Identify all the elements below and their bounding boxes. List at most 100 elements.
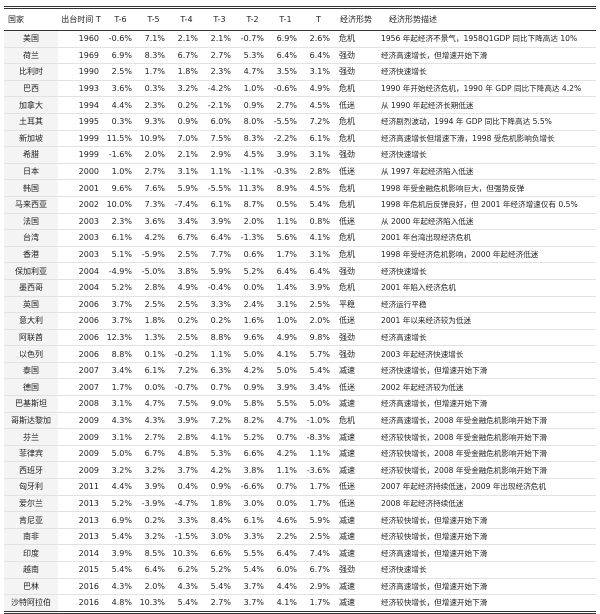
table-cell: 5.0% <box>269 362 302 380</box>
table-cell: 2.0% <box>137 578 170 596</box>
table-cell: 6.3% <box>203 362 236 380</box>
table-cell: 2006 <box>58 345 104 363</box>
table-cell: 4.3% <box>137 412 170 430</box>
table-row: 意大利 2006 3.7% 1.8% 0.2% 0.2% 1.6% 1.0% 2.0% 低迷 200… <box>4 312 596 330</box>
table-cell: 经济高速增长但增速下滑，1998 受危机影响负增长 <box>377 130 596 148</box>
table-cell: 减速 <box>335 544 377 562</box>
table-cell: 3.7% <box>236 594 269 613</box>
table-cell: 6.1% <box>104 229 137 247</box>
table-cell: 5.9% <box>302 511 335 529</box>
table-row: 土耳其 1995 0.3% 9.3% 0.9% 6.0% 8.0% -5.5% 7.2% 危机 经济… <box>4 113 596 131</box>
table-cell: 2.3% <box>137 96 170 114</box>
table-cell: 强劲 <box>335 63 377 81</box>
table-cell: 2.8% <box>302 163 335 181</box>
table-cell: 2003 <box>58 246 104 264</box>
header-cell: T-1 <box>279 15 292 24</box>
table-cell: -5.5% <box>269 113 302 131</box>
table-row: 台湾 2003 6.1% 4.2% 6.7% 6.4% -1.3% 5.6% 4.1% 危机 200… <box>4 229 596 247</box>
table-cell: -4.9% <box>104 262 137 280</box>
table-cell: 3.4% <box>104 362 137 380</box>
table-cell: 2009 <box>58 412 104 430</box>
table-cell: 2.8% <box>170 428 203 446</box>
table-row: 韩国 2001 9.6% 7.6% 5.9% -5.5% 11.3% 8.9% 4.5% 危机 19… <box>4 179 596 197</box>
table-cell: 2001 年以来经济较为低迷 <box>377 312 596 330</box>
table-body: 美国 1960 -0.6% 7.1% 2.1% 2.1% -0.7% 6.9% 2.6% 危机 19… <box>4 30 596 613</box>
table-cell: 2006 <box>58 296 104 314</box>
table-cell: 2.9% <box>302 578 335 596</box>
table-cell: 7.2% <box>203 412 236 430</box>
table-cell: 5.4% <box>236 561 269 579</box>
table-cell: 4.2% <box>236 362 269 380</box>
table-cell: 2.5% <box>302 296 335 314</box>
table-cell: 5.3% <box>203 445 236 463</box>
table-row: 马来西亚 2002 10.0% 7.3% -7.4% 6.1% 8.7% 0.5% 5.4% 危机… <box>4 196 596 214</box>
table-row: 希腊 1999 -1.6% 2.0% 2.1% 2.9% 4.5% 3.9% 3.1% 强劲 经济快… <box>4 146 596 164</box>
table-cell: 3.6% <box>104 80 137 98</box>
table-cell: 1956 年起经济不景气，1958Q1GDP 同比下降高达 10% <box>377 30 596 48</box>
country-cell: 印度 <box>4 544 58 562</box>
table-cell: 危机 <box>335 80 377 98</box>
table-cell: 经济快速增长 <box>377 262 596 280</box>
table-cell: 2.7% <box>269 96 302 114</box>
table-cell: 4.8% <box>170 445 203 463</box>
table-cell: 5.7% <box>302 345 335 363</box>
table-row: 荷兰 1969 6.9% 8.3% 6.7% 2.7% 5.3% 6.4% 6.4% 强劲 经济高速… <box>4 47 596 65</box>
country-cell: 法国 <box>4 213 58 231</box>
table-cell: 危机 <box>335 246 377 264</box>
country-cell: 意大利 <box>4 312 58 330</box>
table-cell: 4.2% <box>203 461 236 480</box>
table-cell: 1995 <box>58 113 104 131</box>
header-row: 国家 出台时间 T T-6 T-5 T-4 T-3 T-2 T-1 T 经济形势 经济形势描述 <box>4 7 596 31</box>
table-cell: 8.8% <box>203 329 236 347</box>
table-cell: 3.1% <box>302 146 335 164</box>
table-cell: 2008 <box>58 395 104 413</box>
table-cell: 2003 年起经济快速增长 <box>377 345 596 363</box>
table-cell: 2.2% <box>269 528 302 546</box>
table-cell: 1.7% <box>302 495 335 513</box>
table-cell: 2013 <box>58 511 104 529</box>
table-cell: 2009 <box>58 428 104 446</box>
table-cell: 2.8% <box>137 279 170 297</box>
table-cell: -5.5% <box>203 179 236 197</box>
table-cell: 7.2% <box>170 362 203 380</box>
table-cell: -6.6% <box>236 478 269 496</box>
table-cell: 6.4% <box>302 262 335 280</box>
table-row: 菲律宾 2009 5.0% 6.7% 4.8% 5.3% 6.6% 4.2% 1.1% 减速 经济较… <box>4 445 596 463</box>
table-cell: 2.5% <box>104 63 137 81</box>
country-cell: 越南 <box>4 561 58 579</box>
table-cell: 5.6% <box>269 229 302 247</box>
table-row: 哥斯达黎加 2009 4.3% 4.3% 3.9% 7.2% 8.2% 4.7% -1.0% 危机… <box>4 412 596 430</box>
table-cell: 2003 <box>58 229 104 247</box>
table-cell: 2009 <box>58 445 104 463</box>
table-cell: 2003 <box>58 213 104 231</box>
table-row: 英国 2006 3.7% 2.5% 2.5% 3.3% 2.4% 3.1% 2.5% 平稳 经济运行… <box>4 296 596 314</box>
table-cell: 10.9% <box>137 130 170 148</box>
table-cell: -1.3% <box>236 229 269 247</box>
table-cell: 2004 <box>58 262 104 280</box>
table-cell: -1.5% <box>170 528 203 546</box>
table-cell: 6.4% <box>269 262 302 280</box>
table-cell: 2.7% <box>203 47 236 65</box>
table-cell: 6.4% <box>203 229 236 247</box>
table-cell: 3.7% <box>236 578 269 596</box>
table-row: 爱尔兰 2013 5.2% -3.9% -4.7% 1.8% 3.0% 0.0% 1.7% 低迷 2… <box>4 495 596 513</box>
table-row: 美国 1960 -0.6% 7.1% 2.1% 2.1% -0.7% 6.9% 2.6% 危机 19… <box>4 30 596 48</box>
table-cell: 危机 <box>335 179 377 197</box>
table-cell: 1.1% <box>269 213 302 231</box>
table-cell: 减速 <box>335 511 377 529</box>
table-cell: 4.5% <box>302 179 335 197</box>
table-cell: 7.0% <box>170 130 203 148</box>
table-cell: 危机 <box>335 279 377 297</box>
table-row: 泰国 2007 3.4% 6.1% 7.2% 6.3% 4.2% 5.0% 5.4% 减速 经济快速… <box>4 362 596 380</box>
table-cell: 5.4% <box>203 578 236 596</box>
table-cell: -0.2% <box>170 345 203 363</box>
table-cell: 0.8% <box>302 213 335 231</box>
table-cell: 3.1% <box>302 246 335 264</box>
table-cell: 1960 <box>58 30 104 48</box>
table-cell: 4.4% <box>104 478 137 496</box>
table-cell: 3.5% <box>269 63 302 81</box>
table-cell: 5.4% <box>104 528 137 546</box>
table-cell: 4.5% <box>236 146 269 164</box>
table-cell: 2014 <box>58 544 104 562</box>
table-cell: -1.0% <box>302 412 335 430</box>
